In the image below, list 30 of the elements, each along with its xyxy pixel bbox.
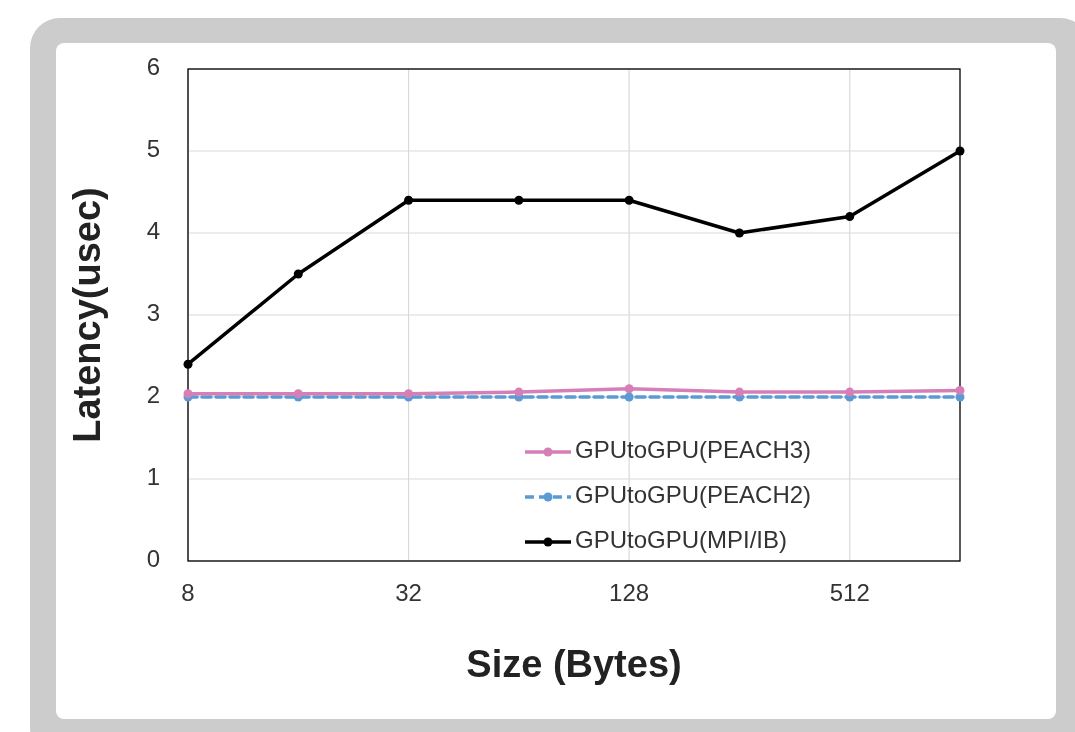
point [624,392,634,402]
legend-label: GPUtoGPU(PEACH2) [575,481,812,509]
x-tick-label: 128 [609,579,650,606]
x-tick-label: 32 [395,579,422,606]
y-tick-label: 0 [146,545,160,573]
point [514,387,524,397]
y-tick-label: 4 [146,217,160,245]
point [624,384,634,394]
point [955,385,965,395]
point [624,195,634,205]
point [734,387,744,397]
y-tick-label: 6 [146,53,160,81]
point [845,212,855,222]
x-tick-label: 8 [181,579,195,606]
legend-label: GPUtoGPU(PEACH3) [575,436,812,464]
point [734,228,744,238]
y-tick-label: 5 [146,135,160,163]
y-tick-label: 1 [146,463,160,491]
y-axis-title: Latency(usec) [66,187,108,443]
legend-label: GPUtoGPU(MPI/IB) [575,526,788,554]
point [293,269,303,279]
point [404,195,414,205]
point [183,359,193,369]
x-axis-title: Size (Bytes) [466,643,682,685]
y-tick-label: 2 [146,381,160,409]
y-tick-label: 3 [146,299,160,327]
point [955,146,965,156]
x-tick-label: 512 [829,579,870,606]
point [845,387,855,397]
point [514,195,524,205]
